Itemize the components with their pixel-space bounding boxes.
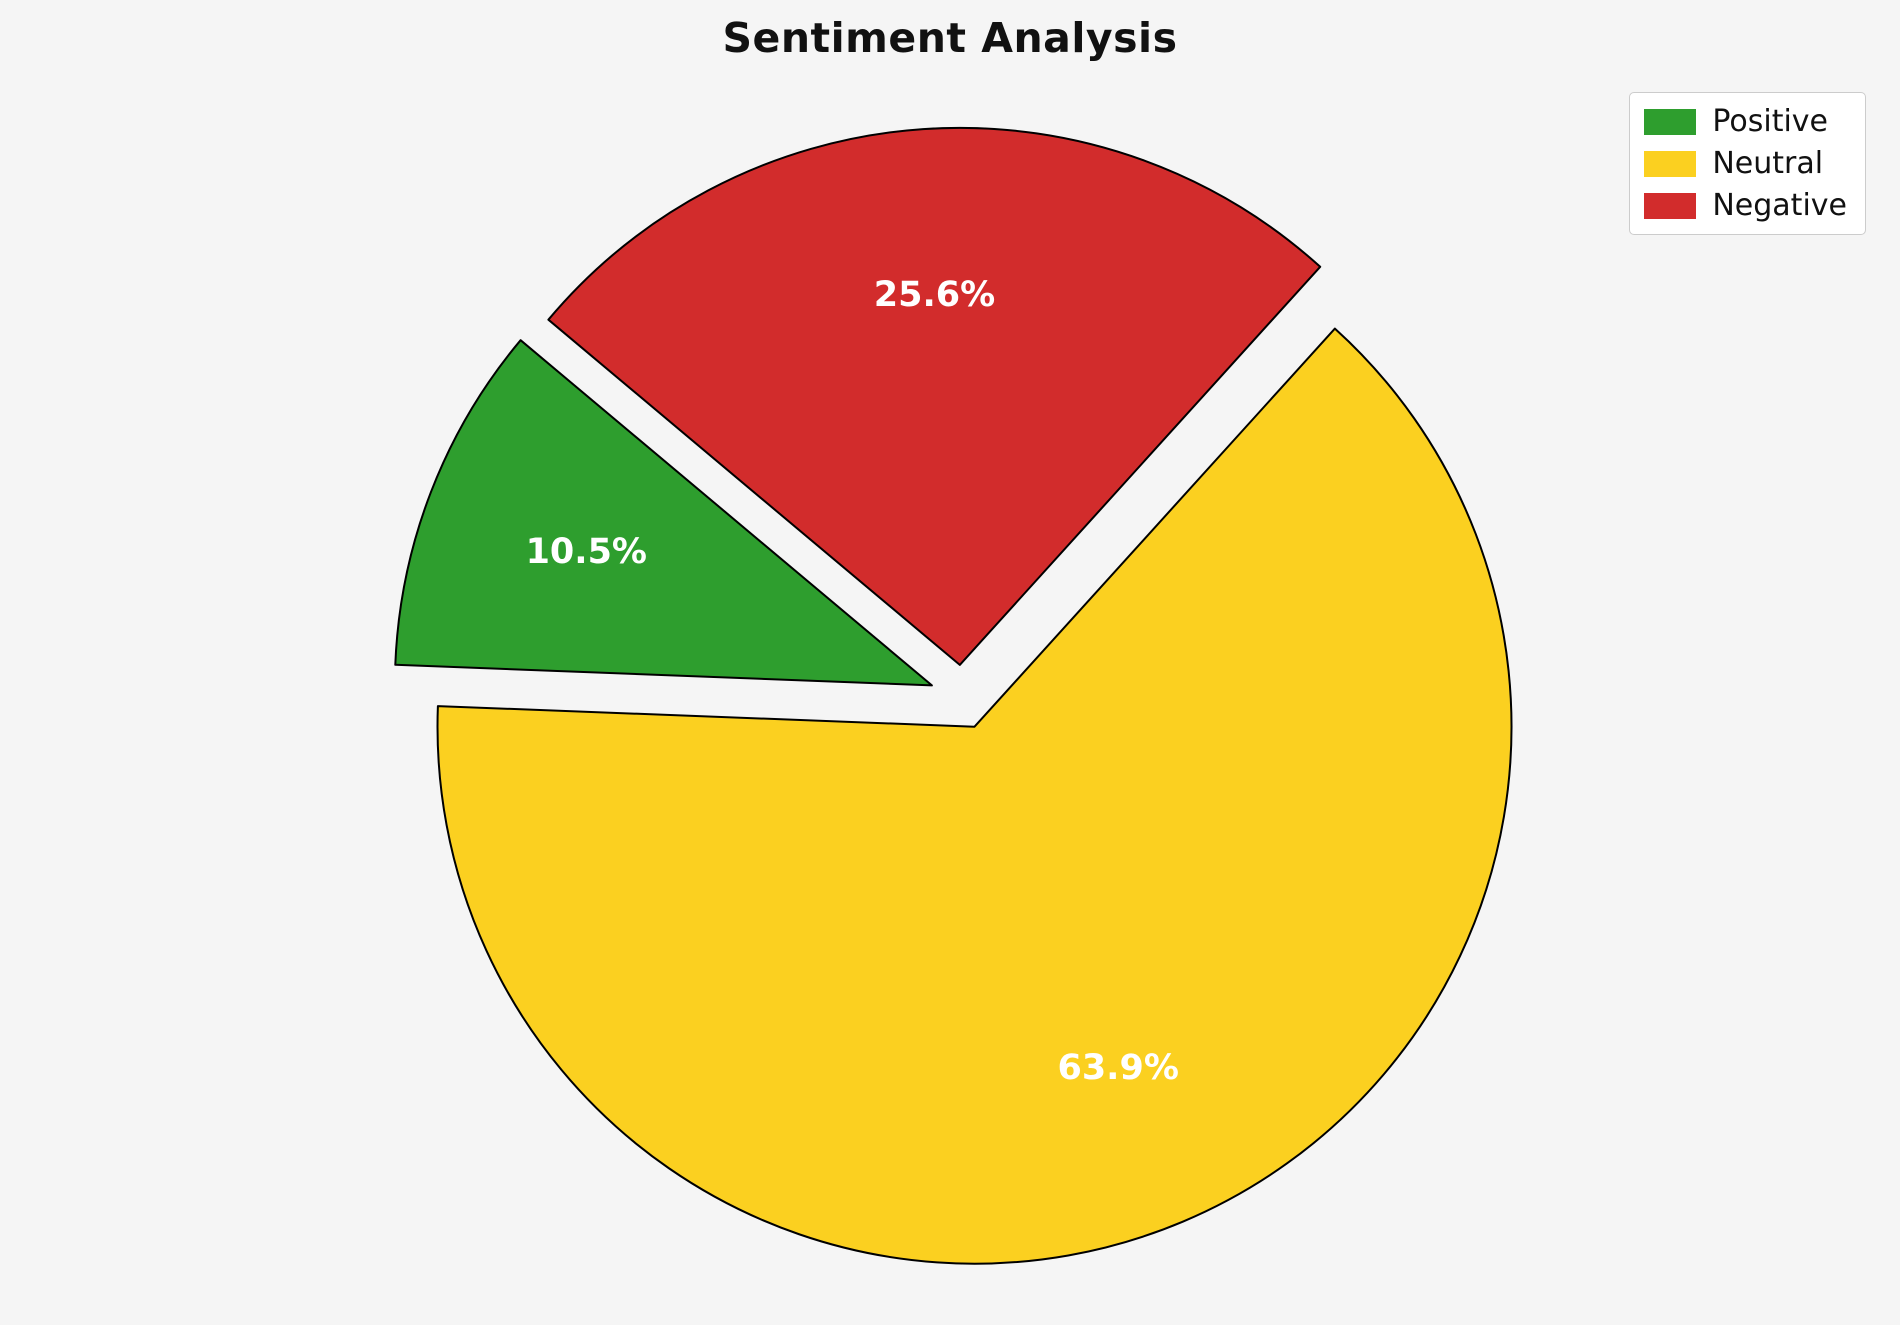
legend-item: Neutral [1644, 147, 1847, 180]
legend-label: Neutral [1712, 146, 1824, 181]
legend-swatch [1644, 192, 1697, 219]
legend-label: Negative [1712, 188, 1847, 223]
legend-swatch [1644, 108, 1697, 135]
pie-slice-positive [394, 339, 933, 687]
pie-slice-neutral [436, 327, 1513, 1265]
pct-label-neutral: 63.9% [1057, 1048, 1178, 1088]
legend-item: Positive [1644, 105, 1847, 138]
pct-label-negative: 25.6% [874, 275, 995, 315]
legend: Positive Neutral Negative [1629, 92, 1866, 235]
pie-slice-negative [547, 126, 1322, 666]
pct-label-positive: 10.5% [526, 532, 647, 572]
chart-title: Sentiment Analysis [722, 14, 1178, 62]
legend-swatch [1644, 150, 1697, 177]
legend-item: Negative [1644, 189, 1847, 222]
legend-label: Positive [1712, 104, 1829, 139]
